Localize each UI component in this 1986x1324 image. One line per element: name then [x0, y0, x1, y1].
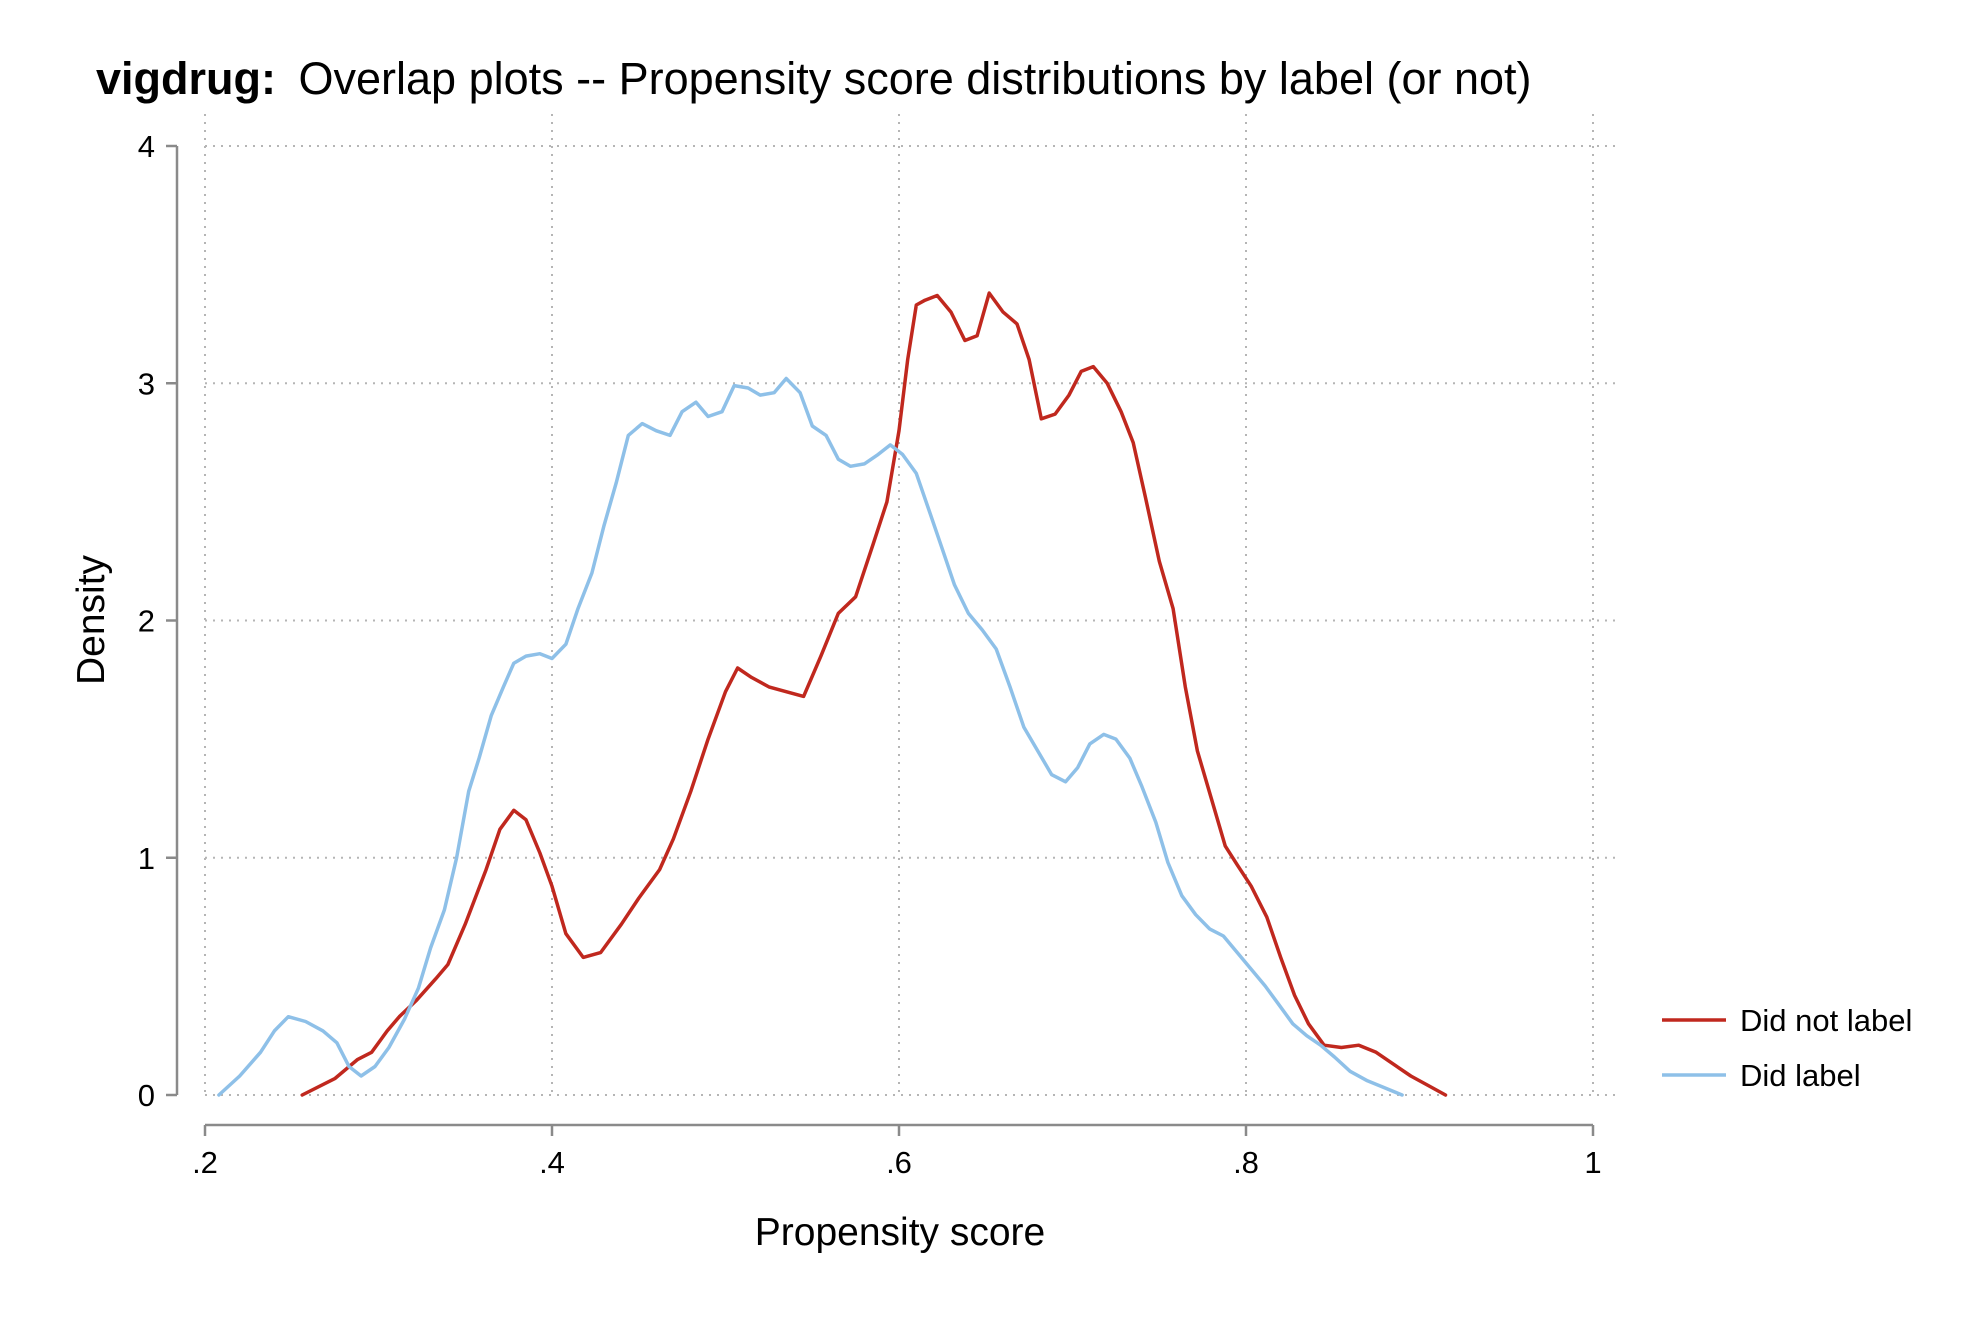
legend-label-0: Did not label — [1740, 1003, 1912, 1038]
series-line-1 — [217, 376, 1404, 1097]
x-tick-label-1: .4 — [539, 1145, 565, 1180]
legend: Did not label Did label — [1662, 1003, 1912, 1093]
x-tick-label-3: .8 — [1233, 1145, 1259, 1180]
chart-title-prefix: vigdrug: — [96, 53, 276, 104]
x-tick-label-4: 1 — [1584, 1145, 1601, 1180]
y-tick-label-3: 3 — [138, 366, 155, 401]
y-tick-label-4: 4 — [138, 129, 155, 164]
legend-label-1: Did label — [1740, 1058, 1861, 1093]
y-tick-label-2: 2 — [138, 604, 155, 639]
chart-title: vigdrug: Overlap plots -- Propensity sco… — [96, 53, 1532, 104]
series-line-0 — [300, 291, 1448, 1097]
y-axis-label: Density — [70, 554, 113, 685]
y-tick-label-1: 1 — [138, 841, 155, 876]
gridlines — [204, 114, 1621, 1096]
series-lines — [217, 291, 1448, 1097]
y-tick-label-0: 0 — [138, 1078, 155, 1113]
axes: 0 1 2 3 4 .2 .4 .6 .8 1 — [138, 129, 1602, 1180]
x-axis-label: Propensity score — [755, 1211, 1045, 1254]
x-tick-label-2: .6 — [886, 1145, 912, 1180]
chart-title-text: Overlap plots -- Propensity score distri… — [299, 53, 1532, 104]
x-tick-label-0: .2 — [192, 1145, 218, 1180]
